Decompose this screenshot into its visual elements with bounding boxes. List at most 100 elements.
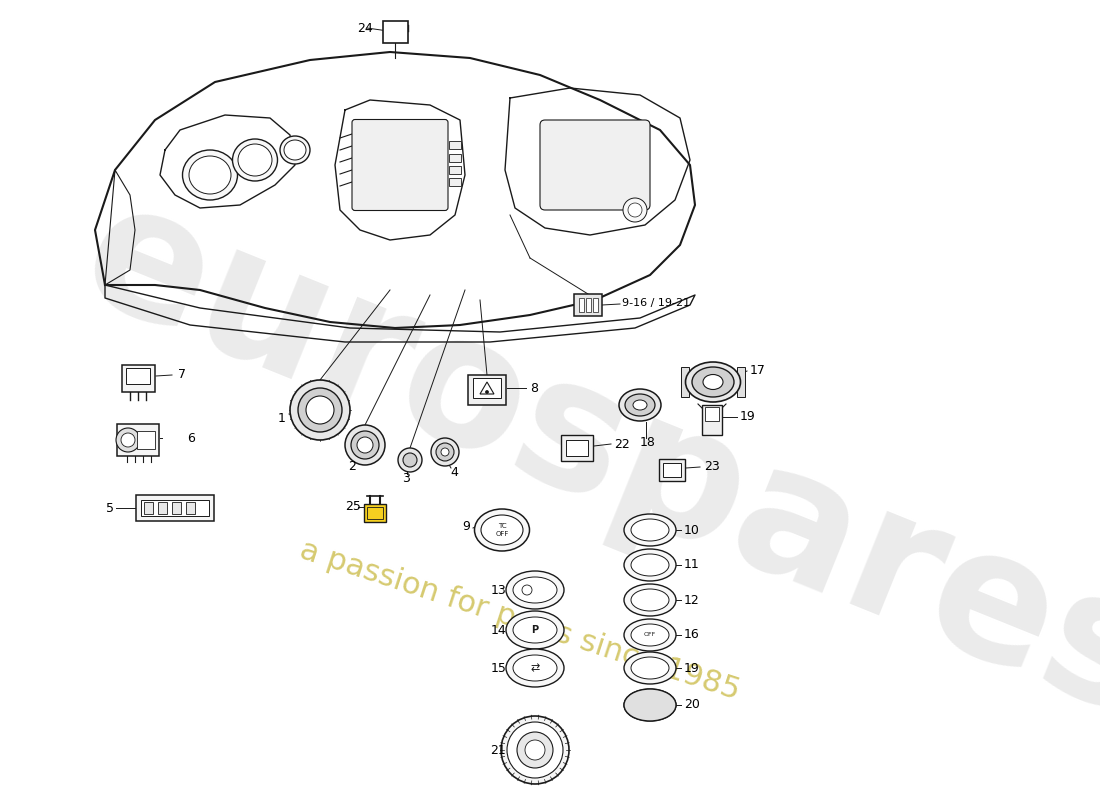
FancyBboxPatch shape [141, 500, 209, 516]
Text: 13: 13 [491, 583, 507, 597]
FancyBboxPatch shape [737, 367, 745, 397]
Text: 7: 7 [178, 367, 186, 381]
FancyBboxPatch shape [117, 424, 160, 456]
Circle shape [623, 198, 647, 222]
Ellipse shape [506, 571, 564, 609]
FancyBboxPatch shape [143, 502, 153, 514]
Ellipse shape [624, 584, 676, 616]
FancyBboxPatch shape [449, 154, 461, 162]
Circle shape [345, 425, 385, 465]
Ellipse shape [692, 367, 734, 397]
Text: OFF: OFF [644, 633, 656, 638]
Ellipse shape [631, 554, 669, 576]
Ellipse shape [481, 515, 522, 545]
Text: TC: TC [497, 523, 506, 529]
Ellipse shape [631, 589, 669, 611]
Text: 14: 14 [491, 623, 507, 637]
FancyBboxPatch shape [121, 365, 154, 391]
Text: ⇄: ⇄ [530, 663, 540, 673]
Ellipse shape [513, 617, 557, 643]
Ellipse shape [685, 362, 740, 402]
Text: 16: 16 [684, 629, 700, 642]
Ellipse shape [631, 657, 669, 679]
FancyBboxPatch shape [449, 141, 461, 149]
Text: 10: 10 [684, 523, 700, 537]
FancyBboxPatch shape [593, 298, 597, 312]
Circle shape [351, 431, 380, 459]
Ellipse shape [624, 549, 676, 581]
FancyBboxPatch shape [352, 119, 448, 210]
Ellipse shape [232, 139, 277, 181]
Ellipse shape [474, 509, 529, 551]
Text: 20: 20 [684, 698, 700, 711]
FancyBboxPatch shape [579, 298, 583, 312]
Circle shape [116, 428, 140, 452]
Circle shape [403, 453, 417, 467]
Circle shape [485, 390, 488, 394]
Text: 15: 15 [491, 662, 507, 674]
Ellipse shape [624, 514, 676, 546]
FancyBboxPatch shape [383, 21, 407, 43]
Circle shape [436, 443, 454, 461]
FancyBboxPatch shape [566, 440, 588, 456]
FancyBboxPatch shape [540, 120, 650, 210]
FancyBboxPatch shape [702, 405, 722, 435]
Text: 6: 6 [187, 431, 195, 445]
Circle shape [306, 396, 334, 424]
Circle shape [358, 437, 373, 453]
Text: P: P [531, 625, 539, 635]
Text: 12: 12 [684, 594, 700, 606]
Circle shape [628, 203, 642, 217]
Ellipse shape [513, 577, 557, 603]
Circle shape [517, 732, 553, 768]
Ellipse shape [631, 694, 669, 716]
Ellipse shape [631, 624, 669, 646]
Circle shape [441, 448, 449, 456]
Circle shape [298, 388, 342, 432]
Text: 24: 24 [358, 22, 373, 34]
Text: 11: 11 [684, 558, 700, 571]
FancyBboxPatch shape [172, 502, 180, 514]
Ellipse shape [624, 689, 676, 721]
FancyBboxPatch shape [126, 368, 150, 384]
Ellipse shape [238, 144, 272, 176]
Circle shape [290, 380, 350, 440]
Text: 9-16 / 19-21: 9-16 / 19-21 [621, 298, 690, 308]
Ellipse shape [506, 611, 564, 649]
Circle shape [507, 722, 563, 778]
Ellipse shape [624, 652, 676, 684]
FancyBboxPatch shape [681, 367, 689, 397]
FancyBboxPatch shape [367, 507, 383, 519]
Ellipse shape [632, 400, 647, 410]
FancyBboxPatch shape [364, 504, 386, 522]
Text: 21: 21 [490, 743, 506, 757]
FancyBboxPatch shape [561, 435, 593, 461]
Text: 9: 9 [462, 519, 470, 533]
Text: 2: 2 [348, 459, 356, 473]
Ellipse shape [624, 619, 676, 651]
Ellipse shape [280, 136, 310, 164]
FancyBboxPatch shape [449, 166, 461, 174]
FancyBboxPatch shape [138, 431, 155, 449]
FancyBboxPatch shape [705, 407, 719, 421]
Circle shape [121, 433, 135, 447]
Text: a passion for parts since 1985: a passion for parts since 1985 [296, 535, 744, 705]
Text: 3: 3 [402, 471, 410, 485]
FancyBboxPatch shape [157, 502, 166, 514]
Circle shape [500, 716, 569, 784]
FancyBboxPatch shape [186, 502, 195, 514]
Ellipse shape [506, 649, 564, 687]
Text: 19: 19 [684, 662, 700, 674]
FancyBboxPatch shape [659, 459, 685, 481]
FancyBboxPatch shape [468, 375, 506, 405]
Text: eurospares: eurospares [58, 165, 1100, 755]
Ellipse shape [624, 689, 676, 721]
Ellipse shape [189, 156, 231, 194]
Ellipse shape [703, 374, 723, 390]
FancyBboxPatch shape [449, 178, 461, 186]
Text: 19: 19 [740, 410, 756, 422]
Ellipse shape [284, 140, 306, 160]
FancyBboxPatch shape [585, 298, 591, 312]
Text: 5: 5 [106, 502, 114, 514]
Circle shape [525, 740, 544, 760]
